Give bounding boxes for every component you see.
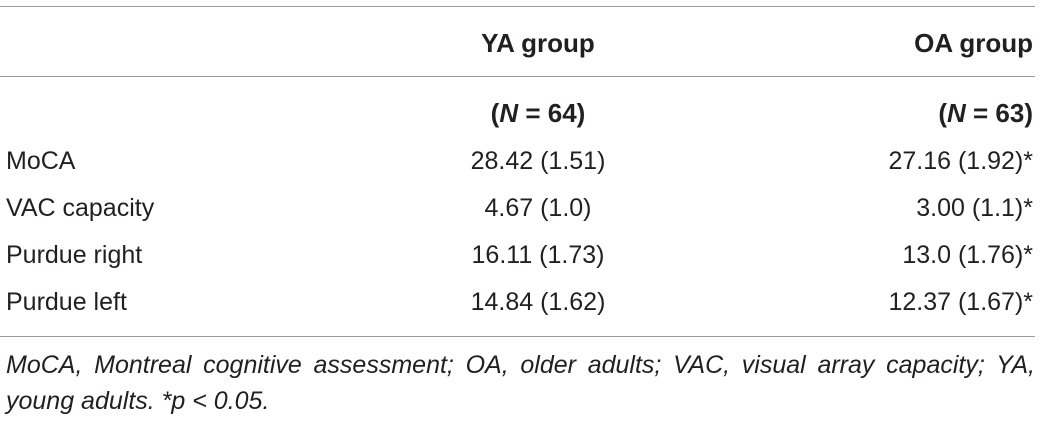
header-ya-n: (N = 64)	[428, 98, 648, 128]
n-symbol: N	[499, 98, 519, 128]
cell-purdue-left-ya: 14.84 (1.62)	[470, 288, 606, 316]
row-label-purdue-right: Purdue right	[6, 241, 143, 269]
cell-purdue-left-oa: 12.37 (1.67)*	[888, 288, 1033, 316]
header-oa-n: (N = 63)	[938, 98, 1033, 128]
cell-moca-ya: 28.42 (1.51)	[470, 147, 606, 175]
n-open-paren: (	[938, 98, 947, 128]
cell-purdue-right-oa: 13.0 (1.76)*	[902, 241, 1033, 269]
cell-vac-oa: 3.00 (1.1)*	[916, 194, 1033, 222]
header-ya-group: YA group	[481, 28, 595, 58]
n-open-paren: (	[490, 98, 500, 128]
header-oa-group: OA group	[914, 28, 1033, 58]
row-label-vac-capacity: VAC capacity	[6, 194, 155, 222]
row-label-purdue-left: Purdue left	[6, 288, 127, 316]
cell-vac-ya: 4.67 (1.0)	[484, 194, 592, 222]
table-footnote: MoCA, Montreal cognitive assessment; OA,…	[6, 351, 1035, 415]
n-symbol: N	[947, 98, 966, 128]
cell-purdue-right-ya: 16.11 (1.73)	[471, 241, 605, 269]
n-oa-value: = 63)	[965, 98, 1033, 128]
row-label-moca: MoCA	[6, 147, 76, 175]
table-top-rule	[0, 6, 1035, 7]
cell-moca-oa: 27.16 (1.92)*	[888, 147, 1033, 175]
n-ya-value: = 64)	[518, 98, 586, 128]
header-rule	[0, 76, 1035, 77]
table-bottom-rule	[0, 336, 1035, 337]
